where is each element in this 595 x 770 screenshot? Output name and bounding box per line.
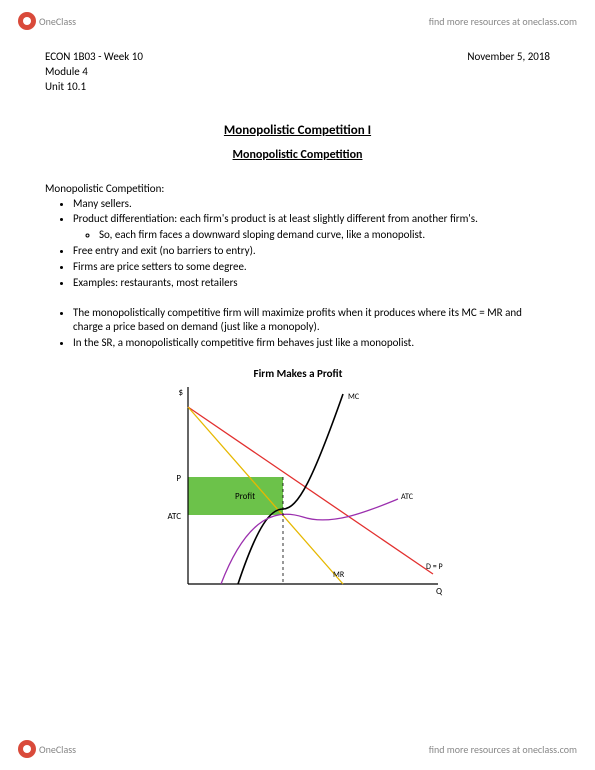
list-item: Many sellers. (73, 197, 550, 212)
p-tick-label: P (176, 473, 181, 484)
y-axis-label: $ (178, 387, 183, 398)
bottom-brand-bar: OneClass find more resources at oneclass… (0, 740, 595, 758)
chart-title: Firm Makes a Profit (253, 367, 342, 380)
profit-label: Profit (235, 491, 255, 502)
brand-logo-top: OneClass (18, 12, 76, 30)
mr-label: MR (333, 570, 345, 580)
unit-line: Unit 10.1 (45, 80, 143, 95)
atc-label: ATC (401, 492, 414, 502)
list-item: Free entry and exit (no barriers to entr… (73, 244, 550, 259)
doc-meta-left: ECON 1B03 - Week 10 Module 4 Unit 10.1 (45, 50, 143, 95)
brand-tagline: find more resources at oneclass.com (429, 15, 577, 28)
brand-tagline: find more resources at oneclass.com (429, 743, 577, 756)
mc-label: MC (348, 392, 360, 402)
section-title: Monopolistic Competition (45, 148, 550, 162)
top-brand-bar: OneClass find more resources at oneclass… (0, 12, 595, 30)
list-item: Product differentiation: each firm's pro… (73, 212, 550, 243)
x-axis-label: Q (436, 586, 443, 597)
list-item: So, each firm faces a downward sloping d… (99, 228, 550, 243)
list-item: Examples: restaurants, most retailers (73, 276, 550, 291)
list-item-text: Product differentiation: each firm's pro… (73, 212, 478, 225)
bullet-list-1: Many sellers. Product differentiation: e… (45, 197, 550, 291)
brand-logo-bottom: OneClass (18, 740, 76, 758)
course-line: ECON 1B03 - Week 10 (45, 50, 143, 65)
atc-tick-label: ATC (167, 511, 181, 522)
module-line: Module 4 (45, 65, 143, 80)
chart-svg: Firm Makes a Profit Profit D = P MR MC A… (143, 359, 453, 614)
date-line: November 5, 2018 (467, 50, 550, 95)
figure-wrap: Firm Makes a Profit Profit D = P MR MC A… (45, 359, 550, 614)
spacer (45, 292, 550, 306)
demand-label: D = P (426, 562, 443, 572)
brand-name: OneClass (39, 15, 76, 28)
list-item: In the SR, a monopolistically competitiv… (73, 336, 550, 351)
bullet-list-2: The monopolistically competitive firm wi… (45, 306, 550, 352)
section-label: Monopolistic Competition: (45, 182, 550, 195)
list-item: Firms are price setters to some degree. (73, 260, 550, 275)
brand-name: OneClass (39, 743, 76, 756)
ring-icon (18, 12, 36, 30)
econ-chart: Firm Makes a Profit Profit D = P MR MC A… (143, 359, 453, 614)
headings: Monopolistic Competition I Monopolistic … (45, 123, 550, 162)
page-title: Monopolistic Competition I (45, 123, 550, 138)
sub-list: So, each firm faces a downward sloping d… (73, 228, 550, 243)
ring-icon (18, 740, 36, 758)
doc-meta: ECON 1B03 - Week 10 Module 4 Unit 10.1 N… (45, 50, 550, 95)
list-item: The monopolistically competitive firm wi… (73, 306, 550, 336)
